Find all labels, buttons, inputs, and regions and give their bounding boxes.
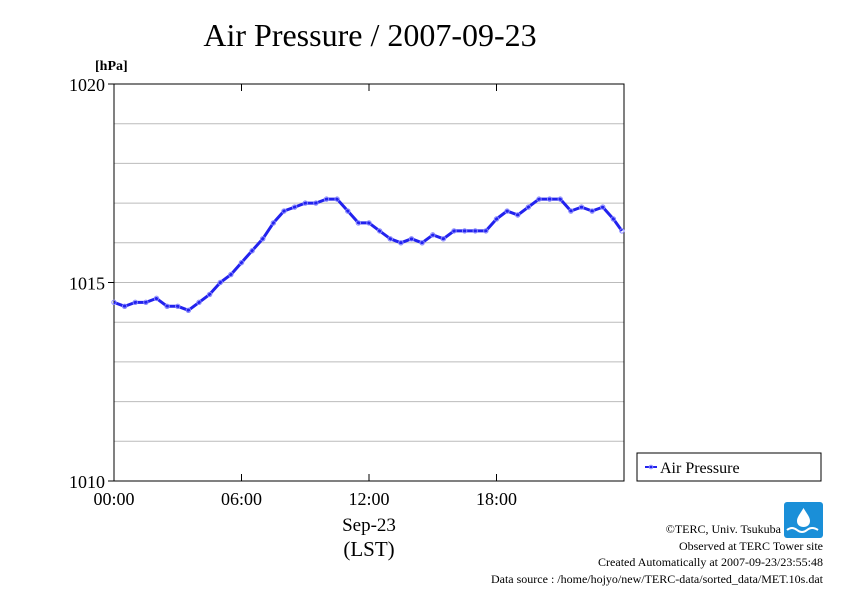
y-tick-label: 1020 [69, 75, 105, 95]
x-tick-label: 06:00 [221, 489, 262, 509]
data-point [387, 236, 393, 242]
y-axis-unit: [hPa] [95, 59, 128, 74]
data-point [557, 196, 563, 202]
data-point [132, 299, 138, 306]
data-point [493, 216, 500, 222]
data-point [196, 299, 202, 306]
data-point [185, 307, 192, 313]
data-point [355, 220, 362, 226]
data-point [619, 228, 625, 234]
y-axis: 1010 1015 1020 [69, 75, 114, 492]
data-point [600, 204, 606, 210]
series-line-air-pressure [113, 197, 624, 312]
y-tick-label: 1015 [69, 274, 105, 294]
x-axis-label-timezone: (LST) [343, 537, 394, 561]
legend-box [636, 452, 822, 482]
data-point [451, 228, 457, 234]
x-tick-label: 18:00 [476, 489, 517, 509]
data-point [504, 208, 510, 214]
data-point [334, 196, 340, 202]
data-point [238, 259, 245, 266]
x-axis-label-date: Sep-23 [342, 515, 396, 536]
legend-swatch-marker [648, 464, 654, 470]
data-point [419, 240, 425, 246]
terc-logo-drop-icon [797, 508, 810, 527]
data-point [111, 299, 117, 306]
data-point [345, 208, 351, 214]
data-point [153, 295, 160, 302]
x-axis: 00:00 06:00 12:00 18:00 [93, 84, 517, 509]
data-point [302, 200, 308, 206]
data-point [366, 220, 372, 226]
data-point [376, 228, 383, 234]
x-tick-label: 00:00 [93, 489, 134, 509]
terc-logo [784, 502, 823, 538]
data-point [270, 220, 277, 226]
data-point [164, 303, 170, 310]
data-point [589, 208, 595, 214]
data-point [461, 228, 468, 234]
data-point [472, 228, 478, 234]
data-point [260, 236, 266, 242]
data-point [175, 303, 181, 310]
data-point [398, 240, 404, 246]
data-point [483, 228, 489, 234]
data-point [206, 291, 213, 298]
data-point [228, 271, 234, 278]
data-point [408, 236, 415, 242]
credit-observed-at: Observed at TERC Tower site [679, 539, 823, 553]
chart-title: Air Pressure / 2007-09-23 [203, 17, 536, 53]
data-point [430, 232, 436, 238]
data-point [568, 208, 574, 214]
terc-logo-wave-icon [786, 527, 819, 533]
y-tick-label: 1010 [69, 472, 105, 492]
data-point [536, 196, 542, 202]
data-point [515, 212, 521, 218]
data-point [323, 196, 330, 202]
data-point [525, 204, 532, 210]
data-point [121, 303, 128, 310]
data-point [281, 208, 287, 214]
legend: Air Pressure [636, 452, 822, 482]
data-point [546, 196, 553, 202]
data-point [291, 204, 298, 210]
series-layer [111, 196, 625, 313]
credit-created: Created Automatically at 2007-09-23/23:5… [598, 555, 823, 569]
data-point [217, 279, 223, 286]
data-point [578, 204, 585, 210]
x-tick-label: 12:00 [348, 489, 389, 509]
data-point [440, 236, 447, 242]
credit-data-source: Data source : /home/hojyo/new/TERC-data/… [491, 572, 824, 586]
data-point [610, 216, 617, 222]
data-point [313, 200, 319, 206]
grid-lines [114, 123, 624, 442]
legend-label: Air Pressure [660, 460, 740, 477]
data-point [249, 248, 255, 254]
credit-copyright: ©TERC, Univ. Tsukuba [666, 522, 782, 536]
data-point [143, 299, 149, 306]
